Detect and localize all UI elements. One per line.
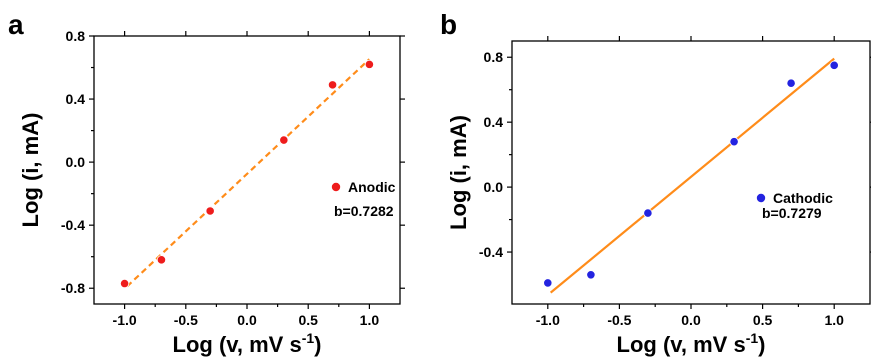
y-tick-label: -0.4 [479,244,503,260]
y-tick-label: 0.0 [66,154,86,170]
data-point [543,278,553,288]
y-axis-title: Log (i, mA) [18,113,43,228]
x-tick-label: 1.0 [824,312,844,328]
legend-label: Anodic [348,179,396,195]
x-tick-label: 1.0 [360,312,380,328]
x-axis-title: Log (v, mV s-1) [173,330,322,357]
x-tick-label: 0.0 [237,312,257,328]
data-point [156,255,167,265]
legend-marker [331,182,341,192]
chart-panel-a: a -1.0 -0.5 0.0 0.5 1.0 -0.8 -0.4 0.0 0.4 0.8 Log (… [8,9,405,357]
data-point [786,78,796,88]
plot-frame [93,35,401,305]
panel-letter: a [8,9,24,40]
legend-marker [756,193,766,203]
data-point [279,135,289,145]
data-point [729,137,739,147]
x-tick-label: 0.5 [753,312,773,328]
y-tick-label: 0.4 [66,91,86,107]
x-tick-label: -1.0 [113,312,137,328]
legend-label: Cathodic [773,190,833,206]
y-tick-label: 0.4 [484,114,504,130]
panel-letter: b [440,9,457,40]
data-point [364,59,374,69]
fit-line [549,57,835,294]
data-point [829,60,839,70]
x-axis-title: Log (v, mV s-1) [617,330,766,357]
y-tick-label: 0.8 [484,49,504,65]
y-tick-label: 0.0 [484,179,504,195]
data-point [327,80,338,90]
data-point [120,278,130,289]
chart-panel-b: b -1.0 -0.5 0.0 0.5 1.0 -0.4 0.0 0.4 0.8 Log (v, m… [440,9,871,357]
data-point [643,208,653,218]
slope-annotation: b=0.7282 [334,203,394,219]
x-tick-label: -1.0 [536,312,560,328]
x-tick-label: 0.0 [681,312,701,328]
x-tick-label: -0.5 [174,312,198,328]
fit-line [126,58,371,288]
y-tick-label: -0.8 [61,280,85,296]
plot-frame [511,40,871,305]
x-tick-label: 0.5 [298,312,318,328]
data-point [205,206,215,216]
y-axis-title: Log (i, mA) [446,115,471,230]
slope-annotation: b=0.7279 [762,205,822,221]
x-tick-label: -0.5 [607,312,631,328]
data-point [586,270,596,280]
y-tick-label: -0.4 [61,217,85,233]
y-tick-label: 0.8 [66,28,86,44]
